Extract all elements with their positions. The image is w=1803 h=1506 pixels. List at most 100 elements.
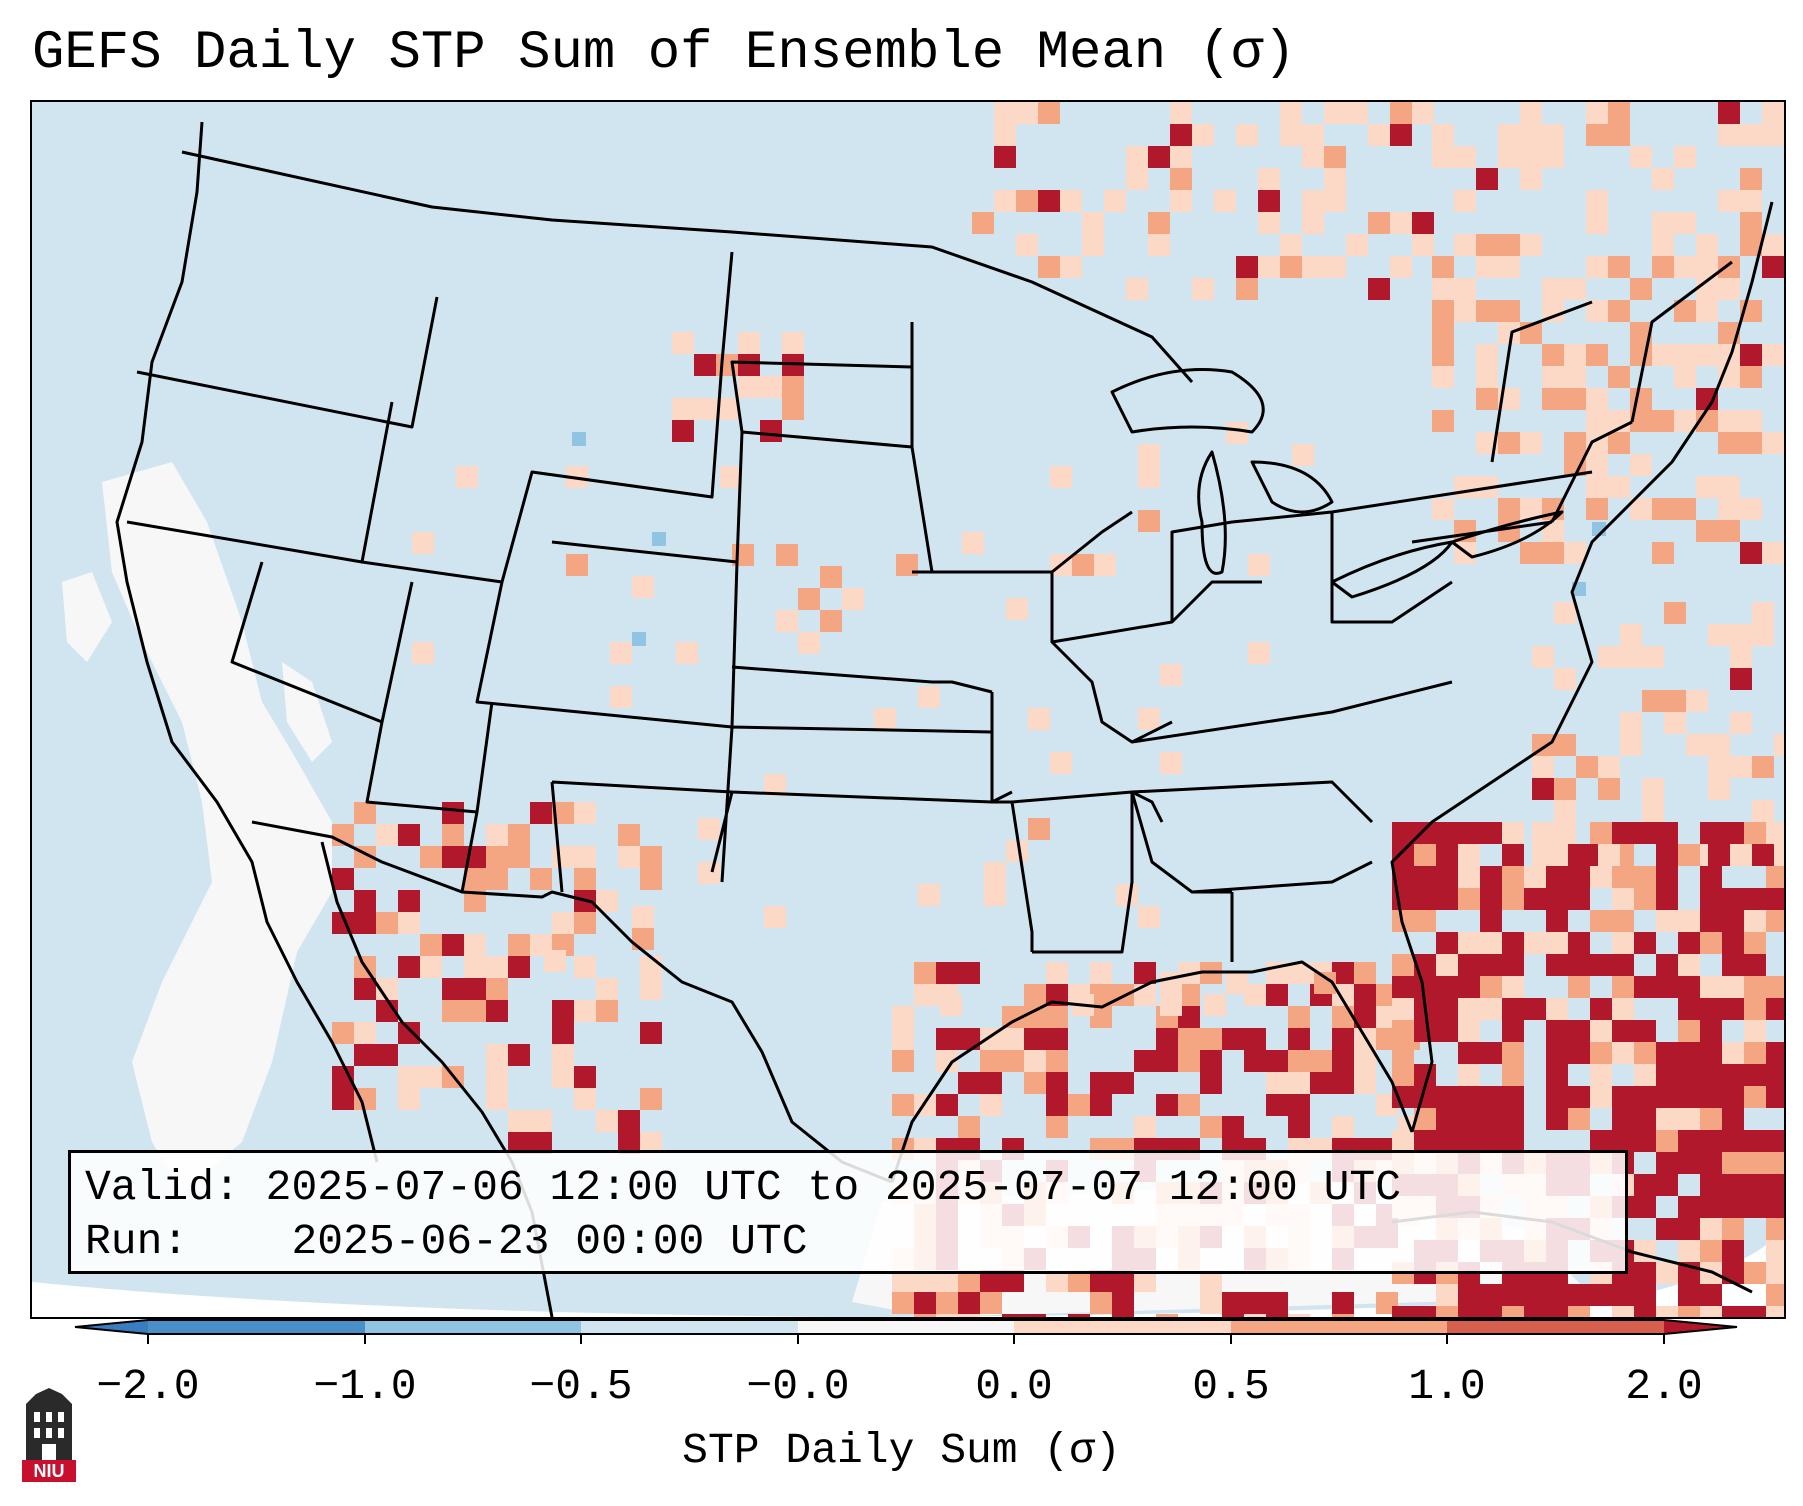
stp-pixel [1674, 256, 1696, 278]
stp-pixel [1258, 190, 1280, 212]
stp-pixel [1722, 976, 1744, 998]
stp-pixel [958, 1270, 980, 1292]
stp-pixel [1586, 124, 1608, 146]
stp-pixel [1414, 1130, 1436, 1152]
stp-pixel [1554, 822, 1576, 844]
stp-pixel [1476, 344, 1498, 366]
stp-pixel [1480, 932, 1502, 954]
stp-pixel [1476, 300, 1498, 322]
stp-pixel [354, 890, 376, 912]
stp-pixel [1006, 598, 1028, 620]
stp-pixel [1094, 554, 1116, 576]
stp-pixel [1700, 1020, 1722, 1042]
stp-pixel [1392, 1064, 1414, 1086]
stp-pixel [1458, 932, 1480, 954]
stp-pixel [1436, 844, 1458, 866]
stp-pixel [1288, 1028, 1310, 1050]
stp-pixel [1354, 1072, 1376, 1094]
stp-pixel [332, 1022, 354, 1044]
stp-pixel [1368, 212, 1390, 234]
stp-pixel [1546, 954, 1568, 976]
stp-pixel [1060, 190, 1082, 212]
stp-pixel [1258, 212, 1280, 234]
stp-pixel [1436, 866, 1458, 888]
stp-pixel [1642, 778, 1664, 800]
stp-pixel [1498, 322, 1520, 344]
stp-pixel [1722, 822, 1744, 844]
stp-pixel [486, 1066, 508, 1088]
stp-pixel [1664, 712, 1686, 734]
stp-pixel [508, 1044, 530, 1066]
stp-pixel [1392, 1130, 1414, 1152]
stp-pixel [1498, 256, 1520, 278]
stp-pixel [1288, 1314, 1310, 1317]
stp-pixel [1524, 1306, 1546, 1317]
stp-pixel [1722, 1218, 1744, 1240]
stp-pixel [1554, 800, 1576, 822]
stp-pixel [398, 890, 420, 912]
stp-pixel [1458, 1130, 1480, 1152]
stp-pixel [1652, 168, 1674, 190]
stp-pixel [618, 1110, 640, 1132]
stp-pixel [782, 376, 804, 398]
stp-pixel [1192, 124, 1214, 146]
stp-pixel [892, 1292, 914, 1314]
stp-pixel [1652, 498, 1674, 520]
stp-pixel [1656, 954, 1678, 976]
stp-pixel [1432, 410, 1454, 432]
stp-pixel [1436, 976, 1458, 998]
stp-pixel [376, 824, 398, 846]
stp-pixel [694, 354, 716, 376]
stp-pixel [1498, 124, 1520, 146]
stp-pixel [892, 1270, 914, 1292]
stp-pixel [1542, 124, 1564, 146]
stp-pixel [1642, 800, 1664, 822]
stp-pixel-negative [632, 632, 646, 646]
stp-pixel [1280, 124, 1302, 146]
stp-pixel [776, 544, 798, 566]
stp-pixel [354, 1044, 376, 1066]
stp-pixel [1090, 1006, 1112, 1028]
stp-pixel [1656, 888, 1678, 910]
stp-pixel [574, 912, 596, 934]
stp-pixel [1656, 1130, 1678, 1152]
stp-pixel [1332, 1314, 1354, 1317]
stp-pixel [914, 1314, 936, 1317]
stp-pixel [1656, 976, 1678, 998]
stp-pixel [1568, 1108, 1590, 1130]
stp-pixel [1630, 146, 1652, 168]
stp-pixel [1686, 690, 1708, 712]
stp-pixel [1590, 954, 1612, 976]
stp-pixel [1392, 822, 1414, 844]
map-panel[interactable] [30, 100, 1786, 1319]
stp-pixel [442, 934, 464, 956]
stp-pixel [574, 846, 596, 868]
stp-pixel [1678, 844, 1700, 866]
stp-pixel [1568, 866, 1590, 888]
stp-pixel [1700, 998, 1722, 1020]
stp-pixel [1656, 844, 1678, 866]
stp-pixel [1576, 756, 1598, 778]
stp-pixel [1432, 322, 1454, 344]
stp-pixel [1454, 278, 1476, 300]
stp-pixel [1744, 910, 1766, 932]
stp-pixel [354, 912, 376, 934]
stp-pixel [1674, 344, 1696, 366]
stp-pixel [1744, 1306, 1766, 1317]
stp-pixel [640, 956, 662, 978]
stp-pixel [1568, 932, 1590, 954]
stp-pixel [456, 466, 478, 488]
stp-pixel [1740, 542, 1762, 564]
stp-pixel [1656, 1218, 1678, 1240]
stp-pixel [376, 978, 398, 1000]
stp-pixel [1762, 256, 1784, 278]
stp-pixel [1678, 1196, 1700, 1218]
stp-pixel [1678, 1306, 1700, 1317]
stp-pixel [1634, 1130, 1656, 1152]
stp-pixel [1502, 1130, 1524, 1152]
stp-pixel [632, 928, 654, 950]
stp-pixel [892, 1050, 914, 1072]
stp-pixel [618, 846, 640, 868]
stp-pixel [1590, 822, 1612, 844]
stp-pixel [1586, 102, 1608, 124]
